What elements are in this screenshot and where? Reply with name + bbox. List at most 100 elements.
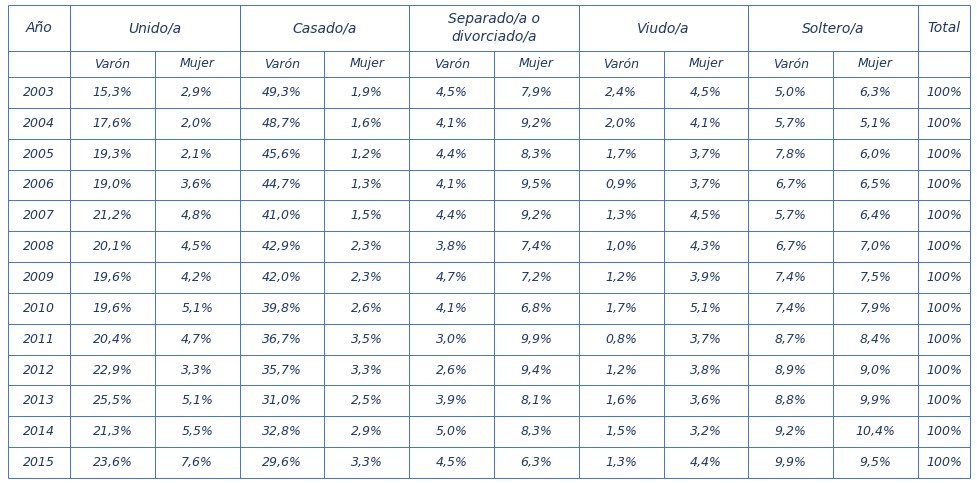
Text: 4,4%: 4,4% — [435, 148, 467, 161]
Text: 2,9%: 2,9% — [351, 425, 382, 438]
Text: 2013: 2013 — [23, 395, 55, 407]
Text: 3,3%: 3,3% — [351, 364, 382, 377]
Text: 19,3%: 19,3% — [93, 148, 132, 161]
Text: 2015: 2015 — [23, 456, 55, 469]
Text: 7,2%: 7,2% — [520, 271, 552, 284]
Text: 2,0%: 2,0% — [605, 117, 636, 130]
Text: 1,2%: 1,2% — [605, 271, 636, 284]
Text: 1,3%: 1,3% — [605, 209, 636, 222]
Text: 100%: 100% — [925, 364, 961, 377]
Text: 100%: 100% — [925, 271, 961, 284]
Text: 2,3%: 2,3% — [351, 240, 382, 253]
Text: 2005: 2005 — [23, 148, 55, 161]
Text: 5,7%: 5,7% — [774, 209, 806, 222]
Text: 100%: 100% — [925, 178, 961, 191]
Text: 9,9%: 9,9% — [520, 333, 552, 346]
Text: 5,1%: 5,1% — [181, 302, 213, 315]
Text: 9,4%: 9,4% — [520, 364, 552, 377]
Text: 3,7%: 3,7% — [690, 178, 721, 191]
Text: 1,9%: 1,9% — [351, 86, 382, 99]
Text: 6,4%: 6,4% — [859, 209, 891, 222]
Text: 3,5%: 3,5% — [351, 333, 382, 346]
Text: Viudo/a: Viudo/a — [637, 21, 689, 35]
Text: 4,2%: 4,2% — [181, 271, 213, 284]
Text: 3,6%: 3,6% — [181, 178, 213, 191]
Text: 9,5%: 9,5% — [520, 178, 552, 191]
Text: 7,9%: 7,9% — [520, 86, 552, 99]
Text: 6,7%: 6,7% — [774, 178, 806, 191]
Text: 8,9%: 8,9% — [774, 364, 806, 377]
Text: 48,7%: 48,7% — [262, 117, 302, 130]
Text: 3,2%: 3,2% — [690, 425, 721, 438]
Text: 21,2%: 21,2% — [93, 209, 132, 222]
Text: Total: Total — [926, 21, 959, 35]
Text: 3,0%: 3,0% — [435, 333, 467, 346]
Text: 3,9%: 3,9% — [690, 271, 721, 284]
Text: 7,6%: 7,6% — [181, 456, 213, 469]
Text: 2,4%: 2,4% — [605, 86, 636, 99]
Text: 42,0%: 42,0% — [262, 271, 302, 284]
Text: 21,3%: 21,3% — [93, 425, 132, 438]
Text: 8,3%: 8,3% — [520, 148, 552, 161]
Text: 9,5%: 9,5% — [859, 456, 891, 469]
Text: 1,0%: 1,0% — [605, 240, 636, 253]
Text: 6,3%: 6,3% — [859, 86, 891, 99]
Text: 4,7%: 4,7% — [435, 271, 467, 284]
Text: 100%: 100% — [925, 240, 961, 253]
Text: 2,5%: 2,5% — [351, 395, 382, 407]
Text: 1,2%: 1,2% — [605, 364, 636, 377]
Text: Separado/a o
divorciado/a: Separado/a o divorciado/a — [447, 13, 539, 43]
Text: 7,5%: 7,5% — [859, 271, 891, 284]
Text: 4,5%: 4,5% — [435, 456, 467, 469]
Text: 44,7%: 44,7% — [262, 178, 302, 191]
Text: 7,0%: 7,0% — [859, 240, 891, 253]
Text: 2011: 2011 — [23, 333, 55, 346]
Text: 100%: 100% — [925, 209, 961, 222]
Text: 100%: 100% — [925, 395, 961, 407]
Text: 7,4%: 7,4% — [774, 271, 806, 284]
Text: 4,4%: 4,4% — [690, 456, 721, 469]
Text: 15,3%: 15,3% — [93, 86, 132, 99]
Text: 4,1%: 4,1% — [435, 117, 467, 130]
Text: 2,6%: 2,6% — [351, 302, 382, 315]
Text: 7,4%: 7,4% — [520, 240, 552, 253]
Text: 6,7%: 6,7% — [774, 240, 806, 253]
Text: 1,5%: 1,5% — [605, 425, 636, 438]
Text: 2008: 2008 — [23, 240, 55, 253]
Text: 4,1%: 4,1% — [435, 302, 467, 315]
Text: 7,4%: 7,4% — [774, 302, 806, 315]
Text: 9,2%: 9,2% — [774, 425, 806, 438]
Text: 45,6%: 45,6% — [262, 148, 302, 161]
Text: 4,5%: 4,5% — [690, 86, 721, 99]
Text: 4,8%: 4,8% — [181, 209, 213, 222]
Text: 3,6%: 3,6% — [690, 395, 721, 407]
Text: 3,3%: 3,3% — [181, 364, 213, 377]
Text: 20,4%: 20,4% — [93, 333, 132, 346]
Text: Varón: Varón — [433, 57, 469, 71]
Text: 5,1%: 5,1% — [181, 395, 213, 407]
Text: 2007: 2007 — [23, 209, 55, 222]
Text: 31,0%: 31,0% — [262, 395, 302, 407]
Text: 9,2%: 9,2% — [520, 117, 552, 130]
Text: 41,0%: 41,0% — [262, 209, 302, 222]
Text: 5,7%: 5,7% — [774, 117, 806, 130]
Text: 2014: 2014 — [23, 425, 55, 438]
Text: 6,5%: 6,5% — [859, 178, 891, 191]
Text: 0,9%: 0,9% — [605, 178, 636, 191]
Text: 4,5%: 4,5% — [181, 240, 213, 253]
Text: 100%: 100% — [925, 86, 961, 99]
Text: 2,1%: 2,1% — [181, 148, 213, 161]
Text: 6,8%: 6,8% — [520, 302, 552, 315]
Text: 2,9%: 2,9% — [181, 86, 213, 99]
Text: 1,3%: 1,3% — [351, 178, 382, 191]
Text: Año: Año — [25, 21, 53, 35]
Text: Varón: Varón — [95, 57, 130, 71]
Text: 8,3%: 8,3% — [520, 425, 552, 438]
Text: 3,8%: 3,8% — [690, 364, 721, 377]
Text: Mujer: Mujer — [519, 57, 553, 71]
Text: Mujer: Mujer — [688, 57, 723, 71]
Text: 4,1%: 4,1% — [690, 117, 721, 130]
Text: 19,6%: 19,6% — [93, 271, 132, 284]
Text: 36,7%: 36,7% — [262, 333, 302, 346]
Text: 2,0%: 2,0% — [181, 117, 213, 130]
